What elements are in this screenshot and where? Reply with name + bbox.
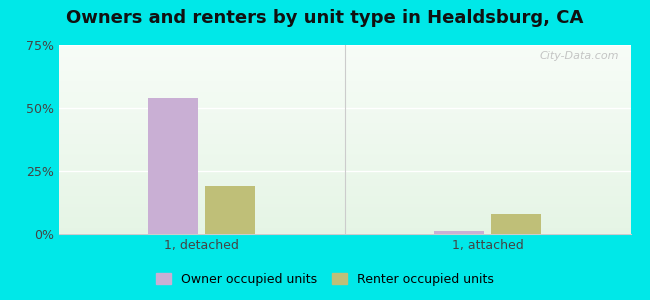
Bar <box>205 186 255 234</box>
Text: Owners and renters by unit type in Healdsburg, CA: Owners and renters by unit type in Heald… <box>66 9 584 27</box>
Text: City-Data.com: City-Data.com <box>540 51 619 61</box>
Bar <box>148 98 198 234</box>
Legend: Owner occupied units, Renter occupied units: Owner occupied units, Renter occupied un… <box>151 268 499 291</box>
Bar <box>434 232 484 234</box>
Bar <box>491 214 541 234</box>
